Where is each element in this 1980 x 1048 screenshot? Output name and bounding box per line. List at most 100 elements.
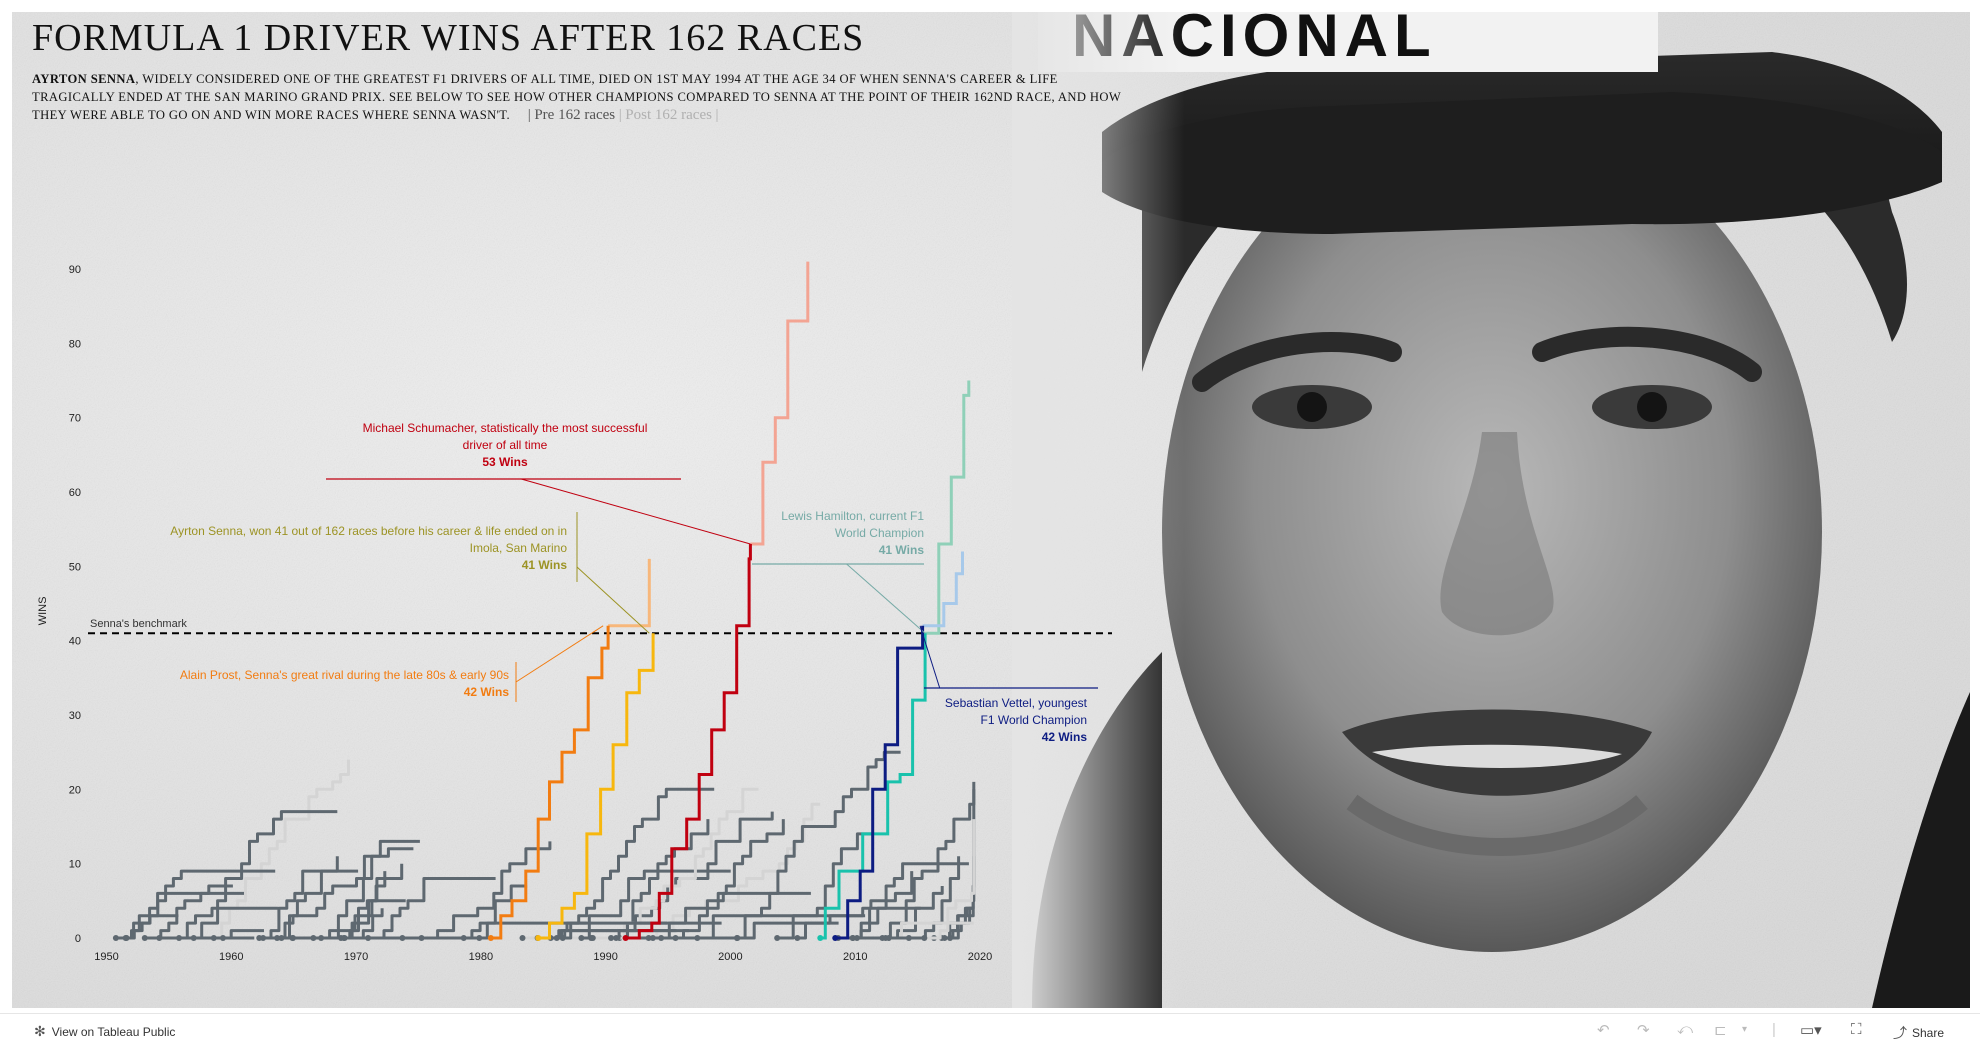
- x-tick-label: 1950: [94, 951, 118, 963]
- revert-icon[interactable]: ⤺: [1677, 1021, 1694, 1038]
- series-hamilton-line: [820, 633, 927, 940]
- undo-icon[interactable]: ↶: [1597, 1022, 1610, 1039]
- y-tick-label: 80: [69, 338, 81, 350]
- annotation-vettel-leader: [919, 625, 941, 689]
- other-driver-line: [213, 759, 350, 940]
- other-driver-start-point: [941, 935, 948, 941]
- x-tick-label: 1980: [469, 951, 493, 963]
- other-driver-start-point: [733, 935, 740, 941]
- series-prost-line: [490, 625, 610, 940]
- other-driver-start-point: [156, 935, 163, 941]
- view-on-tableau-link[interactable]: ✻ View on Tableau Public: [34, 1023, 175, 1040]
- other-driver-start-point: [365, 935, 372, 941]
- other-driver-line: [885, 921, 975, 940]
- x-tick-label: 1990: [593, 951, 617, 963]
- series-hamilton-post-line: [925, 380, 971, 635]
- share-icon: ⤴: [1893, 1025, 1907, 1041]
- other-driver-line: [281, 856, 339, 940]
- other-driver-line: [343, 863, 404, 940]
- other-driver-line: [126, 869, 276, 940]
- other-driver-start-point: [921, 935, 928, 941]
- other-driver-line: [321, 899, 406, 940]
- description-body: , WIDELY CONSIDERED ONE OF THE GREATEST …: [32, 72, 1121, 122]
- annotation-schumacher-line2: driver of all time: [463, 438, 548, 452]
- other-driver-line: [661, 819, 785, 940]
- series-senna-line: [538, 633, 655, 940]
- other-driver-line: [479, 884, 528, 940]
- view-on-tableau-label: View on Tableau Public: [51, 1024, 176, 1039]
- series-senna-start-point: [535, 935, 542, 941]
- share-button[interactable]: ⤴ Share: [1893, 1023, 1944, 1043]
- dropdown-icon[interactable]: ▾: [1742, 1024, 1748, 1035]
- other-driver-line: [675, 891, 811, 940]
- other-driver-line: [924, 819, 976, 940]
- y-tick-label: 40: [69, 636, 81, 648]
- other-driver-line: [697, 914, 866, 940]
- other-driver-line: [950, 906, 974, 940]
- dashboard-title: FORMULA 1 DRIVER WINS AFTER 162 RACES: [32, 17, 865, 59]
- ayrton-senna-portrait: NACIONAL: [1012, 12, 1970, 1008]
- fullscreen-icon[interactable]: ⛶: [1851, 1021, 1862, 1038]
- comment-icon[interactable]: ▭▾: [1800, 1022, 1822, 1039]
- annotation-schumacher-leader: [521, 478, 751, 545]
- annotation-schumacher-line1: Michael Schumacher, statistically the mo…: [363, 421, 648, 435]
- series-prost-post-line: [608, 558, 651, 628]
- annotation-senna-line2: Imola, San Marino: [470, 541, 568, 555]
- series-prost-start-point: [487, 935, 494, 941]
- other-driver-start-point: [649, 935, 656, 941]
- other-driver-line: [736, 750, 901, 940]
- other-driver-line: [581, 869, 731, 940]
- other-driver-start-point: [519, 935, 526, 941]
- annotation-senna-wins: 41 Wins: [522, 558, 568, 572]
- other-driver-start-point: [460, 935, 467, 941]
- redo-icon[interactable]: ↷: [1637, 1022, 1650, 1039]
- toggle-divider-right: |: [715, 107, 719, 123]
- other-driver-line: [537, 929, 690, 940]
- annotation-schumacher-wins: 53 Wins: [482, 455, 528, 469]
- annotation-hamilton-leader: [846, 563, 926, 634]
- toggle-pre-162-races[interactable]: Pre 162 races: [534, 107, 616, 123]
- other-driver-start-point: [274, 935, 281, 941]
- share-label: Share: [1912, 1026, 1945, 1040]
- series-vettel-post-line: [922, 551, 964, 628]
- y-tick-label: 10: [69, 859, 81, 871]
- annotation-prost-wins: 42 Wins: [464, 685, 510, 699]
- other-driver-line: [263, 869, 359, 940]
- annotation-prost-line1: Alain Prost, Senna's great rival during …: [180, 668, 509, 682]
- tableau-logo-icon: ✻: [34, 1023, 46, 1039]
- other-driver-start-point: [190, 935, 197, 941]
- other-driver-line: [313, 847, 414, 940]
- tableau-footer: ✻ View on Tableau Public ↶ ↷ ⤺ ⊏ ▾ | ▭▾ …: [0, 1013, 1980, 1048]
- series-schumacher-post-line: [750, 261, 810, 546]
- annotation-hamilton-line1: Lewis Hamilton, current F1: [781, 509, 924, 523]
- other-driver-start-point: [399, 935, 406, 941]
- other-driver-start-point: [318, 935, 325, 941]
- other-driver-start-point: [645, 935, 652, 941]
- toggle-divider-mid: |: [618, 107, 622, 123]
- toggle-divider-left: |: [527, 107, 531, 123]
- series-schumacher-start-point: [622, 935, 629, 941]
- pause-icon[interactable]: ⊏: [1714, 1022, 1727, 1039]
- other-driver-line: [550, 921, 722, 940]
- x-tick-label: 1970: [344, 951, 368, 963]
- series-schumacher-line: [625, 544, 752, 940]
- series-hamilton-start-point: [817, 935, 824, 941]
- other-driver-start-point: [340, 935, 347, 941]
- other-driver-line: [737, 921, 839, 940]
- annotation-hamilton-line2: World Champion: [835, 526, 924, 540]
- other-driver-start-point: [123, 935, 130, 941]
- annotation-vettel-wins: 42 Wins: [1042, 730, 1088, 744]
- description-lead: AYRTON SENNA: [32, 72, 136, 86]
- other-driver-line: [368, 877, 496, 940]
- y-tick-label: 20: [69, 784, 81, 796]
- other-driver-line: [193, 810, 338, 940]
- y-tick-label: 0: [75, 933, 81, 945]
- y-tick-label: 30: [69, 710, 81, 722]
- series-vettel-start-point: [832, 935, 839, 941]
- toggle-post-162-races[interactable]: Post 162 races: [625, 107, 712, 123]
- other-driver-line: [421, 841, 552, 940]
- y-axis-label: WINS: [37, 597, 49, 626]
- other-driver-start-point: [578, 935, 585, 941]
- x-tick-label: 2010: [843, 951, 867, 963]
- senna-benchmark-label: Senna's benchmark: [90, 618, 187, 630]
